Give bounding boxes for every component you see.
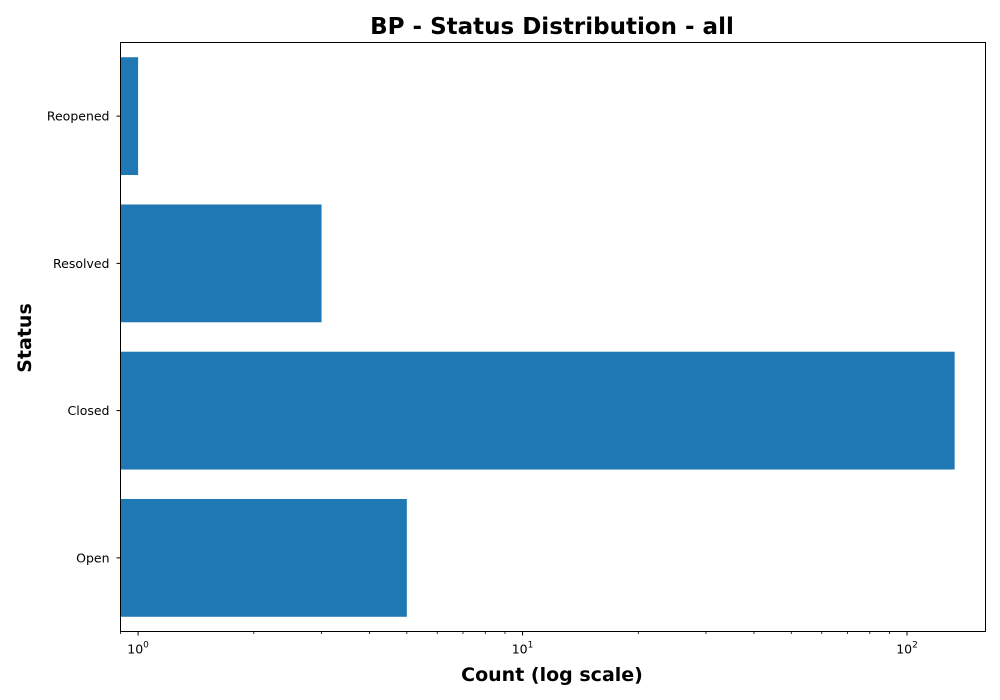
x-ticks: 100 101 102 xyxy=(120,631,918,657)
y-tick-label-closed: Closed xyxy=(68,403,110,418)
y-ticks: Open Closed Resolved Reopened xyxy=(47,109,121,565)
y-tick-label-open: Open xyxy=(76,550,109,565)
x-tick-label: 101 xyxy=(512,641,534,657)
bars-group xyxy=(120,57,955,617)
y-tick-label-reopened: Reopened xyxy=(47,109,110,124)
plot-frame xyxy=(120,42,986,632)
x-axis-label: Count (log scale) xyxy=(461,664,643,686)
y-axis-label: Status xyxy=(14,303,36,373)
bar-resolved xyxy=(120,204,322,323)
bar-closed xyxy=(120,351,955,470)
bar-open xyxy=(120,498,407,617)
bar-reopened xyxy=(120,57,139,176)
y-tick-label-resolved: Resolved xyxy=(53,256,109,271)
chart-title: BP - Status Distribution - all xyxy=(370,14,734,40)
x-tick-label: 102 xyxy=(896,641,918,657)
x-tick-label: 100 xyxy=(127,641,149,657)
